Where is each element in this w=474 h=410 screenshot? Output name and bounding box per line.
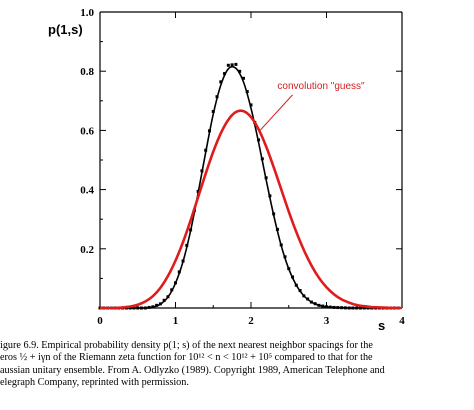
caption-line: aussian unitary ensemble. From A. Odlyzk… — [0, 364, 385, 376]
plot-frame — [99, 11, 403, 309]
y-axis-title: p(1,s) — [48, 22, 83, 37]
tick-marks — [99, 11, 403, 308]
y-tick-label: 0.2 — [80, 244, 94, 256]
annotation-label: convolution "guess" — [277, 81, 365, 92]
caption-line: elegraph Company, reprinted with permiss… — [0, 376, 189, 388]
x-axis-title: s — [378, 318, 385, 333]
convolution-guess-curve — [99, 109, 403, 310]
empirical-point — [230, 63, 234, 67]
y-tick-label: 0.6 — [80, 125, 94, 137]
empirical-point — [234, 62, 238, 66]
empirical-point — [238, 69, 242, 73]
y-tick-label: 0.8 — [80, 66, 94, 78]
chart: 0 1 2 3 4 0.2 0.4 0.6 0.8 1.0 p(1,s) s convolutio… — [48, 7, 405, 333]
tick-labels: 0 1 2 3 4 0.2 0.4 0.6 0.8 1.0 — [80, 7, 405, 327]
annotation-pointer — [259, 94, 293, 131]
series-group — [98, 62, 403, 310]
x-tick-label: 3 — [324, 315, 330, 327]
caption-line: igure 6.9. Empirical probability density… — [0, 340, 373, 351]
empirical-point — [226, 63, 230, 67]
gue-curve — [99, 65, 402, 309]
x-tick-label: 0 — [97, 315, 103, 327]
x-tick-label: 2 — [248, 315, 254, 327]
y-tick-label: 1.0 — [80, 7, 94, 19]
x-tick-label: 4 — [399, 315, 405, 327]
y-tick-label: 0.4 — [80, 185, 94, 197]
figure-caption: igure 6.9. Empirical probability density… — [0, 340, 474, 389]
empirical-point — [241, 76, 245, 80]
x-tick-label: 1 — [173, 315, 179, 327]
empirical-point — [219, 80, 223, 84]
caption-line: eros ½ + iγn of the Riemann zeta functio… — [0, 352, 373, 364]
